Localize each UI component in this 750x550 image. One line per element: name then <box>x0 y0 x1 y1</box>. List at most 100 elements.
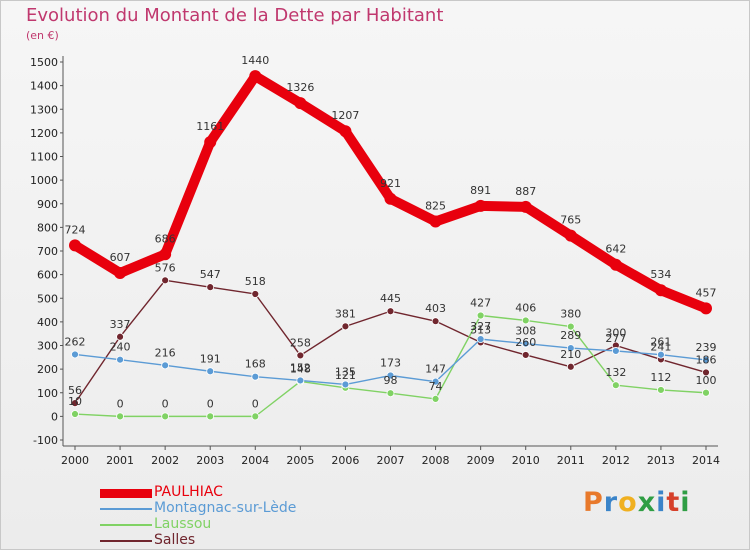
data-label: 239 <box>696 341 717 354</box>
data-point <box>296 376 305 385</box>
data-point <box>384 192 397 205</box>
y-tick-label: 700 <box>37 245 58 258</box>
data-point <box>429 215 442 228</box>
legend-swatch <box>100 524 152 526</box>
chart-title: Evolution du Montant de la Dette par Hab… <box>26 5 444 26</box>
data-label: 427 <box>470 296 491 309</box>
data-point <box>206 367 215 376</box>
y-tick-label: 300 <box>37 340 58 353</box>
data-point <box>71 350 79 359</box>
data-label: 56 <box>68 384 82 397</box>
data-label: 887 <box>515 185 536 198</box>
data-label: 261 <box>650 336 671 349</box>
data-label: 518 <box>245 275 266 288</box>
data-point <box>204 136 217 149</box>
data-point <box>431 377 440 386</box>
y-tick-label: 500 <box>37 292 58 305</box>
y-tick-label: 1500 <box>30 56 58 69</box>
data-point <box>431 394 440 403</box>
data-point <box>431 317 440 326</box>
data-point <box>161 361 170 370</box>
data-label: 289 <box>560 329 581 342</box>
data-label: 121 <box>335 369 356 382</box>
data-label: 534 <box>650 268 671 281</box>
data-point <box>116 332 124 341</box>
data-point <box>159 248 172 261</box>
data-label: 262 <box>65 335 86 348</box>
data-label: 147 <box>425 363 446 376</box>
data-point <box>69 239 81 252</box>
data-point <box>474 199 487 212</box>
data-label: 607 <box>110 251 131 264</box>
data-label: 1326 <box>286 81 314 94</box>
legend-swatch <box>100 508 152 510</box>
data-label: 1161 <box>196 120 224 133</box>
data-label: 152 <box>290 361 311 374</box>
chart-subtitle: (en €) <box>26 29 59 42</box>
data-point <box>609 258 622 271</box>
logo-letter: r <box>603 487 619 518</box>
data-label: 337 <box>110 318 131 331</box>
data-point <box>71 410 79 418</box>
logo-letter: i <box>656 487 667 518</box>
data-point <box>611 347 620 355</box>
data-point <box>341 380 350 389</box>
data-point <box>161 276 170 285</box>
data-label: 1440 <box>241 54 269 67</box>
legend-swatch <box>100 540 152 542</box>
x-tick-label: 2013 <box>647 454 675 467</box>
x-tick-label: 2010 <box>512 454 540 467</box>
data-point <box>657 350 665 359</box>
data-label: 724 <box>65 223 86 236</box>
data-point <box>700 302 712 315</box>
data-label: 313 <box>470 323 491 336</box>
data-label: 403 <box>425 302 446 315</box>
data-point <box>71 399 79 408</box>
data-point <box>294 97 307 110</box>
x-tick-label: 2003 <box>196 454 224 467</box>
x-tick-label: 2007 <box>377 454 405 467</box>
data-label: 210 <box>560 348 581 361</box>
data-point <box>206 412 215 421</box>
data-point <box>296 351 305 360</box>
legend-label: Salles <box>154 532 196 548</box>
data-point <box>566 344 575 352</box>
data-point <box>702 356 710 364</box>
data-point <box>386 389 395 398</box>
data-label: 100 <box>696 374 717 387</box>
data-point <box>386 307 395 316</box>
data-point <box>476 311 485 320</box>
proxiti-logo: Proxiti <box>583 487 691 518</box>
data-point <box>566 362 575 371</box>
x-tick-label: 2006 <box>331 454 359 467</box>
legend-label: Laussou <box>154 516 212 532</box>
logo-letter: P <box>583 487 604 518</box>
data-label: 0 <box>252 397 259 410</box>
y-tick-label: 200 <box>37 363 58 376</box>
logo-letter: x <box>637 487 657 518</box>
data-label: 576 <box>155 261 176 274</box>
data-label: 380 <box>560 308 581 321</box>
data-label: 381 <box>335 307 356 320</box>
data-label: 10 <box>68 395 82 408</box>
data-point <box>341 322 350 331</box>
x-tick-label: 2014 <box>692 454 720 467</box>
data-point <box>521 316 530 325</box>
data-label: 547 <box>200 268 221 281</box>
legend-label: Montagnac-sur-Lède <box>154 500 297 516</box>
data-label: 241 <box>650 340 671 353</box>
data-label: 300 <box>605 327 626 340</box>
data-label: 327 <box>470 320 491 333</box>
y-tick-label: -100 <box>33 434 58 447</box>
y-tick-label: 1200 <box>30 127 58 140</box>
x-tick-label: 2011 <box>557 454 585 467</box>
data-label: 308 <box>515 325 536 338</box>
x-tick-label: 2005 <box>286 454 314 467</box>
y-tick-label: 1300 <box>30 103 58 116</box>
data-label: 0 <box>207 397 214 410</box>
data-label: 98 <box>384 374 398 387</box>
y-tick-label: 100 <box>37 387 58 400</box>
data-label: 406 <box>515 301 536 314</box>
y-tick-label: 600 <box>37 269 58 282</box>
data-point <box>251 290 260 298</box>
